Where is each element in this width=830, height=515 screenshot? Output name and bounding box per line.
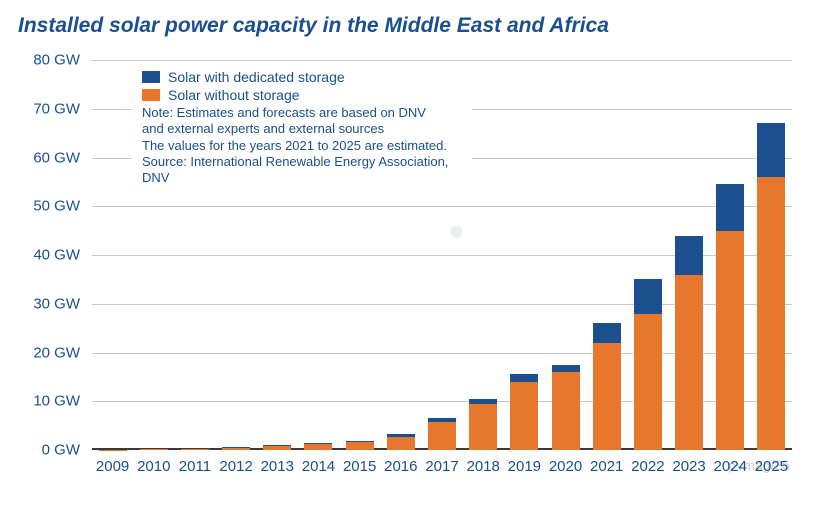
legend-note: The values for the years 2021 to 2025 ar… (142, 138, 462, 154)
bar-segment-without-storage (716, 231, 744, 450)
bar-segment-with-storage (552, 365, 580, 372)
bar-segment-without-storage (675, 275, 703, 451)
bar-segment-without-storage (222, 448, 250, 450)
bar-segment-without-storage (263, 446, 291, 450)
x-tick-label: 2011 (179, 458, 211, 475)
bar-segment-without-storage (510, 382, 538, 450)
bar-segment-with-storage (428, 418, 456, 422)
legend-label: Solar with dedicated storage (168, 69, 345, 85)
bar-segment-with-storage (675, 236, 703, 275)
x-tick-label: 2025 (755, 458, 788, 475)
legend-swatch (142, 71, 160, 83)
bar (634, 60, 662, 450)
bar (469, 60, 497, 450)
x-tick-label: 2012 (219, 458, 252, 475)
bar-segment-with-storage (469, 399, 497, 404)
x-tick-label: 2015 (343, 458, 376, 475)
x-tick-label: 2010 (137, 458, 170, 475)
legend-item: Solar with dedicated storage (142, 69, 462, 85)
bar-segment-with-storage (304, 443, 332, 444)
bar (593, 60, 621, 450)
bar-segment-with-storage (716, 184, 744, 230)
x-tick-label: 2016 (384, 458, 417, 475)
bar-segment-without-storage (140, 449, 168, 450)
x-tick-label: 2021 (590, 458, 623, 475)
chart-title: Installed solar power capacity in the Mi… (18, 14, 609, 38)
chart-container: Installed solar power capacity in the Mi… (0, 0, 830, 515)
bar-segment-without-storage (593, 343, 621, 450)
bar-segment-without-storage (387, 437, 415, 450)
bar (675, 60, 703, 450)
bar-segment-without-storage (428, 422, 456, 450)
y-tick-label: 60 GW (0, 149, 80, 166)
bar-segment-with-storage (263, 445, 291, 446)
bar (510, 60, 538, 450)
bar-segment-with-storage (757, 123, 785, 177)
y-tick-label: 70 GW (0, 100, 80, 117)
bar-segment-without-storage (634, 314, 662, 451)
bar-segment-with-storage (387, 434, 415, 437)
x-tick-label: 2014 (302, 458, 335, 475)
y-tick-label: 20 GW (0, 344, 80, 361)
bar-segment-without-storage (757, 177, 785, 450)
y-tick-label: 50 GW (0, 198, 80, 215)
bar (99, 60, 127, 450)
bar-segment-with-storage (346, 441, 374, 442)
x-tick-label: 2018 (466, 458, 499, 475)
legend-note: Note: Estimates and forecasts are based … (142, 105, 462, 121)
bar-segment-without-storage (304, 444, 332, 450)
bar-segment-with-storage (593, 323, 621, 343)
x-tick-label: 2013 (261, 458, 294, 475)
x-tick-label: 2022 (631, 458, 664, 475)
bar-segment-with-storage (634, 279, 662, 313)
x-tick-label: 2023 (672, 458, 705, 475)
legend-note: and external experts and external source… (142, 121, 462, 137)
bar-segment-without-storage (469, 404, 497, 450)
bar-segment-without-storage (181, 449, 209, 450)
bar-segment-without-storage (552, 372, 580, 450)
bar (552, 60, 580, 450)
x-tick-label: 2009 (96, 458, 129, 475)
y-tick-label: 30 GW (0, 295, 80, 312)
y-tick-label: 0 GW (0, 442, 80, 459)
bar (757, 60, 785, 450)
legend-label: Solar without storage (168, 87, 300, 103)
x-tick-label: 2020 (549, 458, 582, 475)
y-tick-label: 10 GW (0, 393, 80, 410)
legend: Solar with dedicated storage Solar withou… (132, 63, 472, 194)
bar-segment-with-storage (510, 374, 538, 381)
bar (716, 60, 744, 450)
y-tick-label: 80 GW (0, 52, 80, 69)
legend-item: Solar without storage (142, 87, 462, 103)
bar-segment-without-storage (346, 442, 374, 450)
y-tick-label: 40 GW (0, 247, 80, 264)
legend-note: Source: International Renewable Energy A… (142, 154, 462, 187)
x-tick-label: 2019 (508, 458, 541, 475)
legend-swatch (142, 89, 160, 101)
x-tick-label: 2017 (425, 458, 458, 475)
x-tick-label: 2024 (714, 458, 747, 475)
